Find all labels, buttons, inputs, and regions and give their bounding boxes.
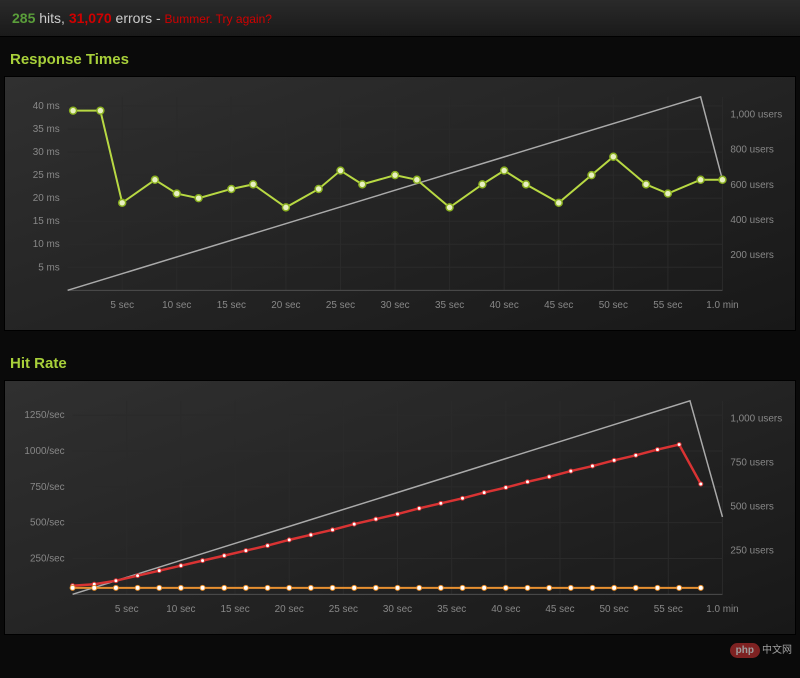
svg-text:5 sec: 5 sec [115, 604, 139, 615]
svg-text:15 sec: 15 sec [220, 604, 249, 615]
svg-text:35 sec: 35 sec [437, 604, 466, 615]
svg-text:15 ms: 15 ms [33, 216, 60, 227]
svg-text:30 sec: 30 sec [380, 300, 409, 311]
svg-text:1,000 users: 1,000 users [730, 413, 782, 424]
svg-text:1.0 min: 1.0 min [706, 300, 738, 311]
svg-text:55 sec: 55 sec [654, 604, 683, 615]
response-times-title: Response Times [0, 37, 800, 76]
svg-text:10 sec: 10 sec [162, 300, 191, 311]
svg-text:10 ms: 10 ms [33, 239, 60, 250]
svg-text:50 sec: 50 sec [599, 300, 628, 311]
errors-label: errors - [112, 10, 165, 26]
response-times-chart: 5 sec 10 sec 15 sec 20 sec 25 sec 30 sec 35 se… [4, 76, 796, 331]
svg-text:200 users: 200 users [730, 250, 774, 261]
svg-text:25 sec: 25 sec [329, 604, 358, 615]
svg-text:600 users: 600 users [730, 180, 774, 191]
svg-text:20 ms: 20 ms [33, 193, 60, 204]
svg-text:500/sec: 500/sec [30, 518, 65, 529]
hits-count: 285 [12, 10, 35, 26]
svg-text:400 users: 400 users [730, 215, 774, 226]
svg-text:25 ms: 25 ms [33, 170, 60, 181]
svg-text:25 sec: 25 sec [326, 300, 355, 311]
svg-text:45 sec: 45 sec [545, 604, 574, 615]
svg-text:45 sec: 45 sec [544, 300, 573, 311]
svg-text:40 sec: 40 sec [490, 300, 519, 311]
hits-label: hits, [35, 10, 68, 26]
svg-text:5 ms: 5 ms [38, 262, 60, 273]
svg-text:40 ms: 40 ms [33, 101, 60, 112]
hit-rate-title: Hit Rate [0, 341, 800, 380]
watermark-badge: php [730, 643, 760, 658]
svg-text:35 ms: 35 ms [33, 124, 60, 135]
watermark: php中文网 [730, 641, 792, 658]
svg-text:250/sec: 250/sec [30, 553, 65, 564]
svg-text:30 sec: 30 sec [383, 604, 412, 615]
svg-text:800 users: 800 users [730, 145, 774, 156]
svg-text:5 sec: 5 sec [110, 300, 134, 311]
svg-text:35 sec: 35 sec [435, 300, 464, 311]
svg-text:50 sec: 50 sec [600, 604, 629, 615]
errors-count: 31,070 [69, 10, 112, 26]
svg-text:20 sec: 20 sec [275, 604, 304, 615]
svg-text:15 sec: 15 sec [217, 300, 246, 311]
svg-text:1250/sec: 1250/sec [24, 410, 64, 421]
svg-text:10 sec: 10 sec [166, 604, 195, 615]
svg-text:20 sec: 20 sec [271, 300, 300, 311]
svg-text:1.0 min: 1.0 min [706, 604, 738, 615]
svg-text:500 users: 500 users [730, 501, 774, 512]
svg-text:40 sec: 40 sec [491, 604, 520, 615]
try-again-link[interactable]: Bummer. Try again? [165, 12, 272, 26]
svg-text:1,000 users: 1,000 users [730, 109, 782, 120]
stats-header: 285 hits, 31,070 errors - Bummer. Try ag… [0, 0, 800, 37]
svg-text:750 users: 750 users [730, 457, 774, 468]
hit-rate-svg: 5 sec 10 sec 15 sec 20 sec 25 sec 30 sec 35 se… [5, 381, 795, 634]
svg-text:30 ms: 30 ms [33, 147, 60, 158]
svg-text:1000/sec: 1000/sec [24, 446, 64, 457]
svg-text:55 sec: 55 sec [653, 300, 682, 311]
svg-text:750/sec: 750/sec [30, 482, 65, 493]
svg-text:250 users: 250 users [730, 545, 774, 556]
watermark-text: 中文网 [762, 645, 792, 656]
response-times-svg: 5 sec 10 sec 15 sec 20 sec 25 sec 30 sec 35 se… [5, 77, 795, 330]
hit-rate-chart: 5 sec 10 sec 15 sec 20 sec 25 sec 30 sec 35 se… [4, 380, 796, 635]
